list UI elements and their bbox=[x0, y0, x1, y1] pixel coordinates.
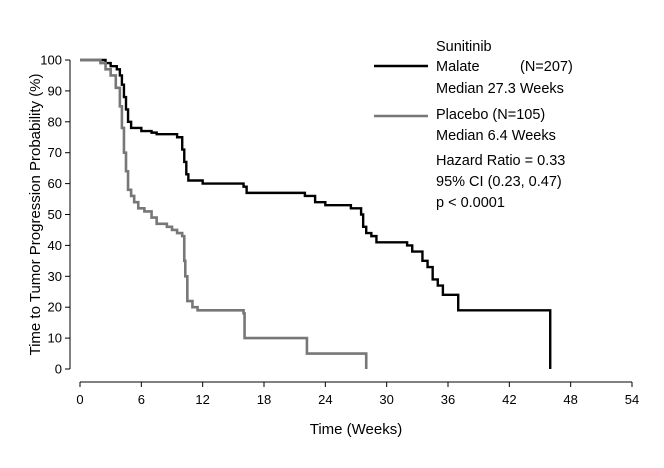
y-axis-label: Time to Tumor Progression Probability (%… bbox=[27, 73, 44, 355]
y-tick-label: 60 bbox=[48, 176, 62, 191]
series-layer bbox=[80, 58, 552, 369]
x-tick-label: 18 bbox=[257, 392, 271, 407]
y-ticks: 0 10 20 30 40 50 60 70 80 90 100 bbox=[40, 53, 70, 377]
legend-sunitinib-median: Median 27.3 Weeks bbox=[436, 81, 564, 97]
y-tick-label: 90 bbox=[48, 83, 62, 98]
y-tick-label: 0 bbox=[55, 362, 62, 377]
x-axis-label: Time (Weeks) bbox=[310, 421, 403, 438]
x-tick-label: 6 bbox=[138, 392, 145, 407]
x-tick-label: 24 bbox=[318, 392, 332, 407]
annotation-ci: 95% CI (0.23, 0.47) bbox=[436, 174, 562, 190]
annotation-p-value: p < 0.0001 bbox=[436, 195, 505, 211]
y-tick-label: 30 bbox=[48, 269, 62, 284]
y-tick-label: 80 bbox=[48, 114, 62, 129]
y-tick-label: 70 bbox=[48, 145, 62, 160]
y-tick-label: 100 bbox=[40, 53, 62, 68]
x-tick-label: 30 bbox=[379, 392, 393, 407]
legend-sunitinib-name-line1: Sunitinib bbox=[436, 39, 492, 55]
legend: Sunitinib Malate (N=207) Median 27.3 Wee… bbox=[374, 39, 573, 211]
x-tick-label: 36 bbox=[441, 392, 455, 407]
y-tick-label: 20 bbox=[48, 300, 62, 315]
x-tick-label: 42 bbox=[502, 392, 516, 407]
x-ticks: 0 6 12 18 24 30 36 42 48 54 bbox=[76, 382, 639, 407]
x-tick-label: 0 bbox=[76, 392, 83, 407]
series-placebo-curve bbox=[80, 58, 368, 369]
y-tick-label: 40 bbox=[48, 238, 62, 253]
legend-placebo-median: Median 6.4 Weeks bbox=[436, 128, 556, 144]
x-tick-label: 54 bbox=[625, 392, 639, 407]
legend-sunitinib-name-line2: Malate bbox=[436, 59, 480, 75]
series-sunitinib-curve bbox=[80, 58, 552, 369]
annotation-hazard-ratio: Hazard Ratio = 0.33 bbox=[436, 153, 565, 169]
y-tick-label: 50 bbox=[48, 207, 62, 222]
legend-placebo-name: Placebo (N=105) bbox=[436, 107, 545, 123]
x-tick-label: 48 bbox=[563, 392, 577, 407]
axes bbox=[69, 60, 632, 383]
y-tick-label: 10 bbox=[48, 331, 62, 346]
legend-sunitinib-n: (N=207) bbox=[520, 59, 573, 75]
x-tick-label: 12 bbox=[195, 392, 209, 407]
